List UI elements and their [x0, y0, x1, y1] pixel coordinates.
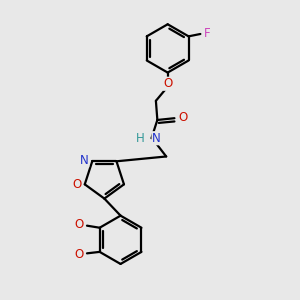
- Text: O: O: [163, 77, 172, 90]
- Text: O: O: [74, 218, 83, 231]
- Text: H: H: [136, 132, 145, 145]
- Text: O: O: [178, 111, 188, 124]
- Text: N: N: [152, 132, 161, 145]
- Text: F: F: [204, 27, 211, 40]
- Text: N: N: [80, 154, 89, 167]
- Text: O: O: [73, 178, 82, 191]
- Text: O: O: [74, 248, 83, 261]
